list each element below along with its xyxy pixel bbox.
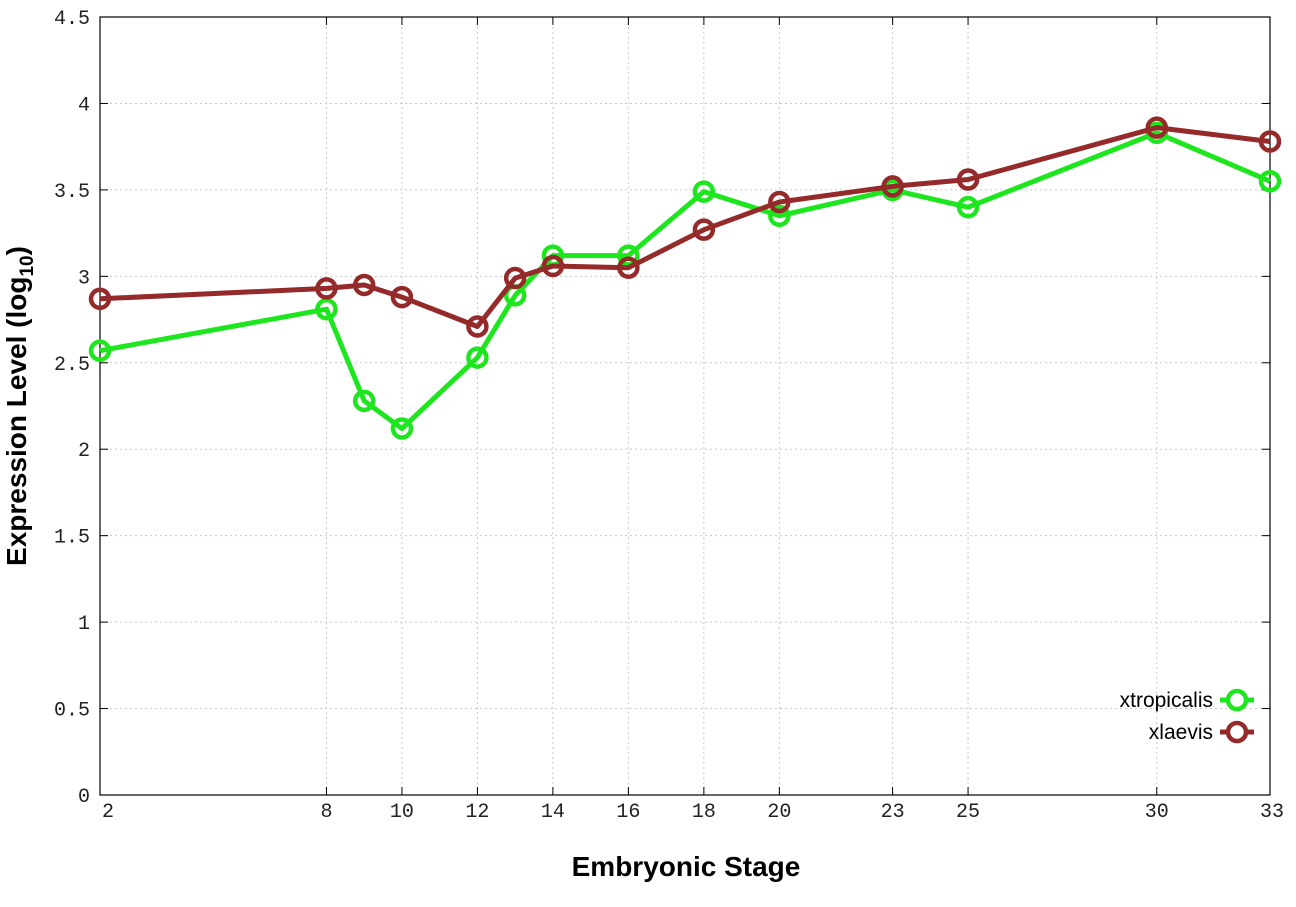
x-tick-label: 8 — [320, 801, 332, 824]
data-point — [352, 273, 376, 297]
y-tick-label: 0 — [78, 786, 90, 809]
x-tick-label: 16 — [616, 801, 640, 824]
legend-label: xtropicalis — [1120, 689, 1213, 712]
series-xtropicalis — [88, 121, 1282, 440]
legend-label: xlaevis — [1149, 721, 1213, 744]
y-tick-label: 2.5 — [54, 354, 90, 377]
x-axis-title: Embryonic Stage — [572, 851, 801, 882]
data-point — [617, 256, 640, 279]
y-axis-title-subscript: 10 — [17, 255, 38, 276]
x-tick-label: 23 — [881, 801, 905, 824]
y-tick-labels: 0 0.5 1 1.5 2 2.5 3 3.5 4 4.5 — [54, 8, 90, 809]
x-tick-label: 20 — [767, 801, 791, 824]
data-point — [1258, 130, 1282, 153]
data-point — [1145, 116, 1169, 139]
legend-item-xlaevis: xlaevis — [1149, 720, 1254, 744]
data-point — [88, 287, 112, 311]
x-tick-label: 10 — [390, 801, 414, 824]
data-point — [466, 346, 489, 369]
data-point — [503, 266, 527, 290]
y-tick-label: 2 — [78, 440, 90, 463]
data-point — [956, 195, 980, 219]
data-point — [692, 218, 716, 241]
data-point — [352, 389, 376, 413]
data-point — [617, 244, 640, 267]
data-point — [390, 417, 414, 440]
data-point — [88, 339, 112, 362]
data-point — [768, 190, 791, 214]
x-tick-label: 33 — [1260, 801, 1284, 824]
plot-frame — [99, 16, 1271, 796]
data-point — [956, 168, 980, 191]
series-line-xlaevis — [99, 125, 1271, 329]
y-tick-label: 4 — [78, 94, 90, 117]
data-point — [768, 204, 791, 228]
data-point — [881, 175, 904, 198]
series-line-xtropicalis — [99, 130, 1271, 431]
y-tick-label: 4.5 — [54, 8, 90, 31]
data-point — [541, 254, 565, 278]
x-tick-label: 14 — [541, 801, 565, 824]
data-point — [692, 180, 716, 203]
x-tick-label: 18 — [692, 801, 716, 824]
y-tick-label: 1 — [78, 613, 90, 636]
x-tick-label: 30 — [1145, 801, 1169, 824]
data-point — [315, 277, 338, 300]
data-point — [390, 285, 414, 309]
x-tick-label: 12 — [465, 801, 489, 824]
legend-swatch-marker — [1225, 688, 1249, 712]
y-tick-label: 1.5 — [54, 527, 90, 550]
data-point — [315, 297, 338, 321]
legend: xtropicalis xlaevis — [1120, 688, 1254, 744]
data-point — [1258, 169, 1282, 193]
x-tick-label: 2 — [102, 801, 114, 824]
y-axis-title-main: Expression Level (log — [1, 277, 32, 566]
y-axis-title: Expression Level (log10) — [1, 246, 38, 566]
legend-item-xtropicalis: xtropicalis — [1120, 688, 1254, 712]
series — [88, 116, 1282, 440]
data-point — [466, 315, 489, 338]
y-tick-label: 3.5 — [54, 181, 90, 204]
series-xlaevis — [88, 116, 1282, 338]
axis-ticks — [99, 16, 1271, 796]
y-tick-label: 3 — [78, 267, 90, 290]
y-axis-title-end: ) — [1, 246, 32, 255]
x-tick-label: 25 — [956, 801, 980, 824]
y-tick-label: 0.5 — [54, 700, 90, 723]
grid — [100, 17, 1270, 795]
legend-swatch-marker — [1225, 720, 1249, 744]
x-tick-labels: 2 8 10 12 14 16 18 20 23 25 30 33 — [102, 801, 1284, 824]
